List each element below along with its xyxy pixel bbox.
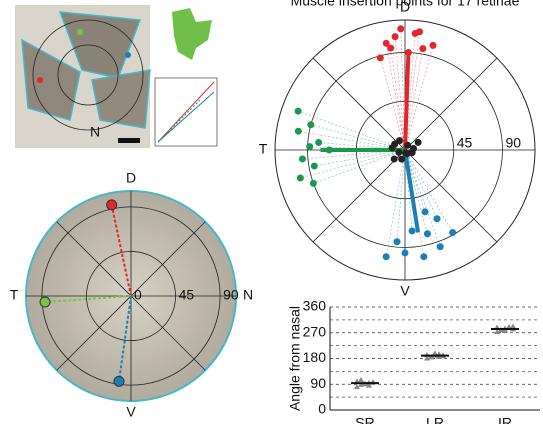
point — [393, 238, 400, 245]
mean-vector — [405, 150, 418, 232]
point-ray — [391, 48, 405, 150]
point — [310, 180, 317, 187]
point — [402, 150, 409, 157]
spoke — [313, 150, 405, 242]
point — [437, 243, 444, 250]
point — [422, 208, 429, 215]
point — [409, 149, 416, 156]
r-tick-label: 45 — [179, 287, 195, 303]
direction-label: D — [126, 170, 136, 186]
spoke — [313, 58, 405, 150]
polar-retina: 0 45 90 D T V N — [10, 170, 253, 420]
r-tick-label: 90 — [506, 135, 522, 151]
direction-label: T — [259, 141, 268, 157]
point — [391, 141, 398, 148]
point — [295, 108, 302, 115]
point — [404, 142, 411, 149]
x-tick-label: SR — [355, 415, 374, 424]
point — [397, 25, 404, 32]
x-tick-label: LR — [426, 415, 444, 424]
y-tick-label: 90 — [310, 375, 326, 391]
point-ray — [380, 58, 405, 150]
mean-vector — [405, 53, 408, 150]
point — [409, 227, 416, 234]
spoke — [405, 58, 497, 150]
point-ray — [298, 111, 405, 150]
r-tick-label: 45 — [457, 135, 473, 151]
point — [391, 156, 398, 163]
point — [315, 139, 322, 146]
point — [395, 149, 402, 156]
point — [358, 377, 364, 382]
y-axis-title: Angle from nasal — [287, 306, 303, 411]
point-ray — [313, 150, 405, 183]
point — [434, 215, 441, 222]
point — [306, 143, 313, 150]
y-tick-label: 270 — [303, 323, 327, 339]
point — [432, 350, 438, 355]
point-ray — [395, 37, 405, 150]
point — [402, 249, 409, 256]
retina-photo: N — [15, 5, 217, 148]
point — [40, 297, 50, 307]
direction-label: V — [126, 404, 136, 420]
point — [424, 230, 431, 237]
point — [299, 155, 306, 162]
y-tick-label: 360 — [303, 298, 327, 314]
figure: N 45 90 D T V N Muscle insertion points for 17… — [0, 0, 543, 424]
chart-title: Muscle insertion points for 17 retinae — [291, 0, 520, 9]
r-tick-label: 0 — [134, 287, 142, 303]
point — [449, 229, 456, 236]
point — [419, 45, 426, 52]
point-ray — [397, 150, 405, 242]
direction-label: T — [10, 287, 19, 303]
y-tick-label: 0 — [318, 401, 326, 417]
point — [387, 45, 394, 52]
y-tick-label: 180 — [303, 349, 327, 365]
point — [295, 128, 302, 135]
point — [416, 28, 423, 35]
point — [311, 162, 318, 169]
point — [415, 139, 422, 146]
point — [377, 54, 384, 61]
point — [114, 376, 124, 386]
r-tick-label: 90 — [223, 287, 239, 303]
direction-label: N — [243, 287, 253, 303]
polar-main: 4590DTVNMuscle insertion points for 17 r… — [259, 0, 543, 299]
point — [383, 253, 390, 260]
point — [392, 33, 399, 40]
point — [107, 200, 117, 210]
point — [297, 175, 304, 182]
photo-label: N — [90, 124, 100, 140]
point — [430, 42, 437, 49]
point — [307, 121, 314, 128]
x-tick-label: IR — [498, 415, 512, 424]
direction-label: V — [400, 283, 410, 299]
point — [510, 323, 516, 328]
point — [420, 253, 427, 260]
point — [398, 156, 405, 163]
